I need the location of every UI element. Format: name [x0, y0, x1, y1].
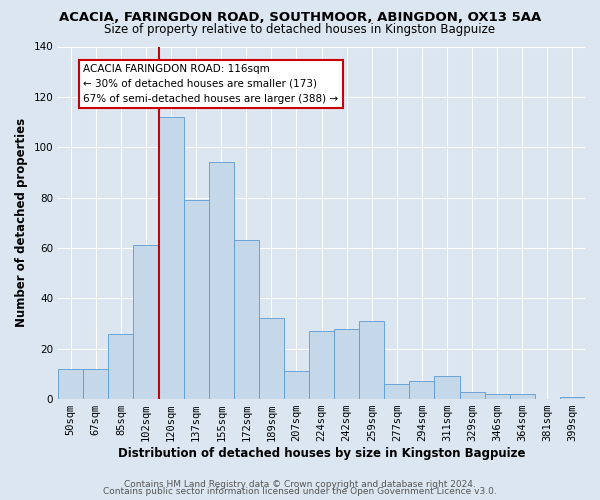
Bar [309, 331, 334, 399]
Text: Contains HM Land Registry data © Crown copyright and database right 2024.: Contains HM Land Registry data © Crown c… [124, 480, 476, 489]
Bar [109, 334, 133, 399]
Bar [334, 328, 359, 399]
Bar [460, 392, 485, 399]
Text: ACACIA, FARINGDON ROAD, SOUTHMOOR, ABINGDON, OX13 5AA: ACACIA, FARINGDON ROAD, SOUTHMOOR, ABING… [59, 11, 541, 24]
Bar [234, 240, 259, 399]
Bar [284, 372, 309, 399]
Text: ACACIA FARINGDON ROAD: 116sqm
← 30% of detached houses are smaller (173)
67% of : ACACIA FARINGDON ROAD: 116sqm ← 30% of d… [83, 64, 338, 104]
Bar [158, 117, 184, 399]
Bar [560, 396, 585, 399]
Bar [434, 376, 460, 399]
Bar [510, 394, 535, 399]
Bar [409, 382, 434, 399]
Bar [385, 384, 409, 399]
Bar [58, 369, 83, 399]
Bar [184, 200, 209, 399]
Bar [259, 318, 284, 399]
Bar [485, 394, 510, 399]
Bar [209, 162, 234, 399]
Bar [83, 369, 109, 399]
X-axis label: Distribution of detached houses by size in Kingston Bagpuize: Distribution of detached houses by size … [118, 447, 526, 460]
Y-axis label: Number of detached properties: Number of detached properties [15, 118, 28, 328]
Bar [133, 246, 158, 399]
Text: Contains public sector information licensed under the Open Government Licence v3: Contains public sector information licen… [103, 487, 497, 496]
Bar [359, 321, 385, 399]
Text: Size of property relative to detached houses in Kingston Bagpuize: Size of property relative to detached ho… [104, 22, 496, 36]
